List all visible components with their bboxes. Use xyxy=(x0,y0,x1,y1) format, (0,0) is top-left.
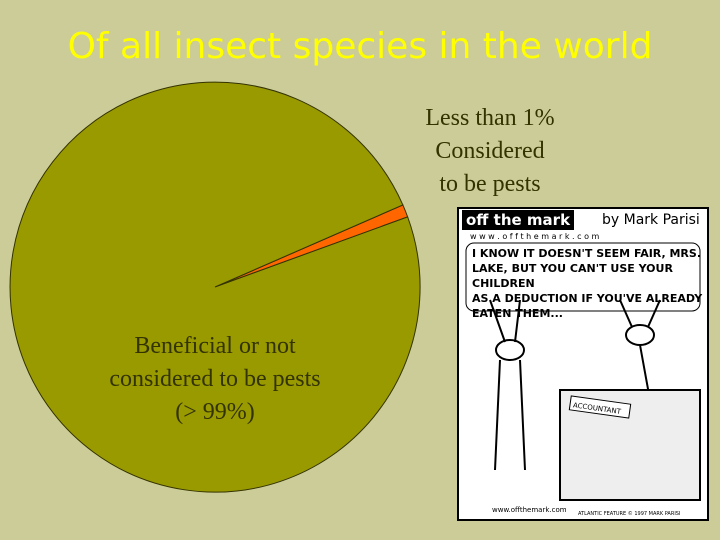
brand-box xyxy=(462,210,574,230)
cartoon: off the mark by Mark Parisi w w w . o f … xyxy=(457,207,709,521)
slice-label: Beneficial or not considered to be pests… xyxy=(109,333,321,425)
credit: ATLANTIC FEATURE © 1997 MARK PARISI xyxy=(578,510,680,517)
insect-body xyxy=(489,299,526,471)
pie-slice xyxy=(9,81,421,493)
byline: by Mark Parisi xyxy=(602,212,700,228)
speech-text: I KNOW IT DOESN'T SEEM FAIR, MRS. LAKE, … xyxy=(472,247,703,320)
slice-label: Less than 1% Considered to be pests xyxy=(425,105,555,197)
chart-title: Of all insect species in the world xyxy=(67,26,653,67)
sign xyxy=(568,395,632,419)
pie xyxy=(9,81,421,493)
insect-head xyxy=(495,339,525,361)
insect-head xyxy=(625,324,655,346)
url: w w w . o f f t h e m a r k . c o m xyxy=(470,232,600,241)
footer: www.offthemark.com xyxy=(492,506,567,514)
brand: off the mark xyxy=(466,211,571,229)
speech-balloon xyxy=(465,242,701,312)
